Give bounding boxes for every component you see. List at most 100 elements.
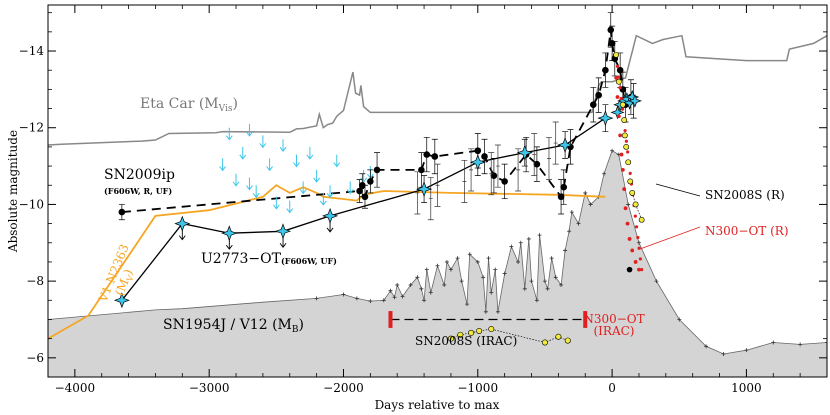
- sn2008s-r-leader-line: [655, 183, 701, 197]
- sn1954j-point-30: [502, 271, 507, 276]
- sn1954j-point-44: [563, 248, 568, 253]
- sn1954j-point-19: [455, 256, 460, 261]
- sn2009ip-point-21: [607, 26, 615, 34]
- peak-star-5: [627, 93, 642, 108]
- n300-r-point-8: [623, 206, 628, 211]
- sn2008s-irac-point-0: [447, 335, 454, 342]
- sn1954j-point-4: [381, 298, 386, 303]
- sn2008s-r-point-7: [627, 178, 634, 185]
- sn2009ip-point-16: [560, 183, 568, 191]
- sn1954j-point-28: [493, 267, 498, 272]
- sn2008s-r-point-10: [638, 216, 645, 223]
- y-tick-label-4: −14: [19, 44, 45, 58]
- plot-frame: [47, 4, 828, 378]
- sn2009ip-filters-label: (F606W, R, UF): [104, 186, 172, 196]
- x-axis-label: Days relative to max: [375, 398, 500, 412]
- sn2008s-r-point-0: [613, 51, 620, 58]
- n300-r-tail-6: [623, 128, 627, 133]
- n300-r-tail-8: [626, 150, 630, 154]
- upper-limit-arrow-13: [360, 169, 368, 183]
- sn2009ip-point-22: [608, 40, 616, 47]
- axis-ticks-layer: −4000 −3000 −2000 −1000 0 1000 −6 −8 −10 −12 −14: [19, 5, 828, 395]
- sn2009ip-point-3: [361, 193, 369, 201]
- u2773-star-4: [322, 207, 339, 224]
- sn1954j-point-36: [529, 279, 534, 284]
- upper-limit-arrow-12: [346, 181, 354, 195]
- x-tick-label-3: −1000: [457, 381, 498, 395]
- eta-car-line: [48, 34, 827, 146]
- sn2008s-irac-point-3: [476, 327, 483, 334]
- sn1954j-point-54: [626, 202, 631, 207]
- sn1954j-point-16: [442, 282, 447, 287]
- n300-r-point-11: [630, 248, 635, 253]
- upper-limit-arrow-10: [326, 185, 334, 199]
- upper-limit-arrow-4: [266, 158, 274, 172]
- sn1954j-point-32: [516, 259, 521, 264]
- sn1954j-point-34: [522, 286, 527, 291]
- errorbar-cluster-5: [488, 152, 495, 196]
- n300-r-point-7: [622, 187, 627, 191]
- sn1954j-point-46: [569, 210, 574, 215]
- sn2008s-irac-point-7: [564, 337, 571, 344]
- sn2009ip-point-11: [490, 172, 498, 179]
- sn1954j-point-57: [677, 317, 682, 322]
- sn1954j-point-51: [602, 171, 607, 176]
- sn1954j-point-62: [798, 342, 803, 347]
- upper-limit-arrow-7: [299, 181, 307, 195]
- sn2009ip-point-19: [595, 91, 602, 99]
- sn2009ip-point-7: [423, 151, 431, 158]
- sn1954j-point-17: [444, 259, 449, 264]
- sn1954j-point-8: [400, 294, 405, 299]
- u2773-star-1: [174, 215, 191, 232]
- sn2009ip-point-12: [501, 178, 508, 185]
- sn1954j-point-22: [467, 252, 472, 257]
- errorbar-cluster-10: [552, 121, 559, 165]
- y-tick-label-0: −6: [26, 351, 44, 365]
- sn2008s-r-point-9: [632, 201, 639, 208]
- n300-irac-label-2: (IRAC): [594, 324, 635, 338]
- sn2009ip-point-15: [557, 193, 565, 201]
- upper-limit-arrow-9: [313, 169, 321, 183]
- sn2008s-irac-point-6: [555, 333, 562, 340]
- sn1954j-point-24: [481, 275, 486, 280]
- sn1954j-point-59: [721, 351, 726, 356]
- sn1954j-point-63: [825, 340, 827, 345]
- sn1954j-point-15: [435, 263, 440, 268]
- sn1954j-point-49: [588, 202, 593, 207]
- sn1954j-point-43: [559, 282, 564, 287]
- upper-limit-arrow-18: [286, 200, 294, 214]
- n300-r-tail-19: [640, 268, 644, 272]
- n300-r-tail-0: [615, 64, 620, 68]
- n300-r-tail-7: [624, 139, 628, 143]
- upper-limit-arrow-21: [246, 177, 253, 191]
- sn1954j-point-27: [489, 290, 494, 295]
- n300-r-tail-10: [628, 171, 632, 175]
- sn1954j-point-39: [542, 279, 547, 284]
- sn2009ip-point-8: [431, 153, 439, 160]
- sn2008s-r-point-4: [621, 132, 628, 139]
- svg-text:(MV): (MV): [112, 267, 137, 298]
- sn1954j-point-61: [771, 340, 776, 345]
- sn1954j-label: SN1954J / V12 (MB): [163, 317, 304, 335]
- sn1954j-point-25: [483, 309, 488, 314]
- series-marks-layer: [113, 12, 645, 346]
- sn2008s-irac-point-4: [488, 326, 495, 333]
- n300-r-tail-14: [633, 214, 637, 218]
- peak-star-6: [610, 105, 625, 120]
- upper-limit-arrow-15: [232, 173, 240, 187]
- x-tick-label-5: 1000: [731, 381, 762, 395]
- upper-limit-arrow-16: [252, 185, 260, 199]
- errorbar-cluster-4: [468, 148, 475, 192]
- n300-r-tail-16: [636, 235, 640, 240]
- x-tick-label-2: −2000: [323, 381, 364, 395]
- u2773-star-8: [557, 136, 574, 154]
- sn1954j-point-10: [415, 275, 420, 280]
- sn1954j-point-20: [459, 279, 464, 284]
- sn1954j-point-1: [341, 292, 346, 297]
- n300-r-leader-line: [639, 226, 701, 250]
- sn2008s-r-point-8: [629, 190, 636, 196]
- u2773-star-7: [516, 144, 533, 161]
- n300-r-tail-15: [634, 225, 639, 229]
- sn2008s-irac-point-5: [541, 339, 548, 346]
- sn1954j-point-45: [567, 229, 572, 234]
